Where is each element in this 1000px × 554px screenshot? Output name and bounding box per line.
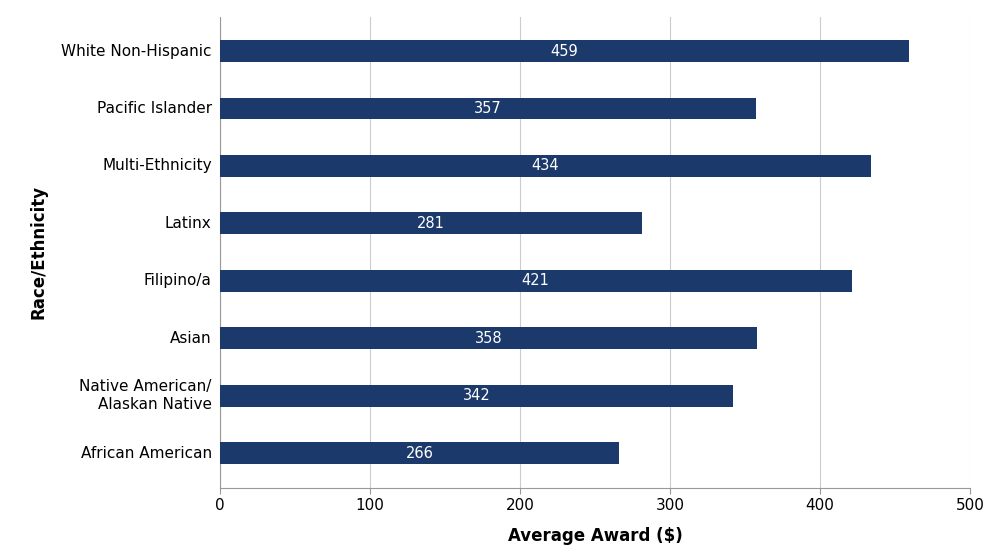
Bar [220, 212, 642, 234]
Y-axis label: Race/Ethnicity: Race/Ethnicity [29, 185, 47, 319]
Text: 357: 357 [474, 101, 502, 116]
Text: 434: 434 [532, 158, 559, 173]
Text: 459: 459 [550, 44, 578, 59]
Bar [220, 442, 619, 464]
Bar [220, 327, 757, 349]
Text: 266: 266 [406, 445, 433, 460]
Bar [220, 155, 871, 177]
Text: 342: 342 [463, 388, 490, 403]
Bar [220, 270, 852, 292]
X-axis label: Average Award ($): Average Award ($) [508, 527, 682, 545]
Bar [220, 98, 756, 120]
Bar [220, 40, 908, 62]
Text: 421: 421 [522, 273, 550, 288]
Text: 358: 358 [475, 331, 502, 346]
Text: 281: 281 [417, 216, 445, 231]
Bar [220, 384, 733, 407]
